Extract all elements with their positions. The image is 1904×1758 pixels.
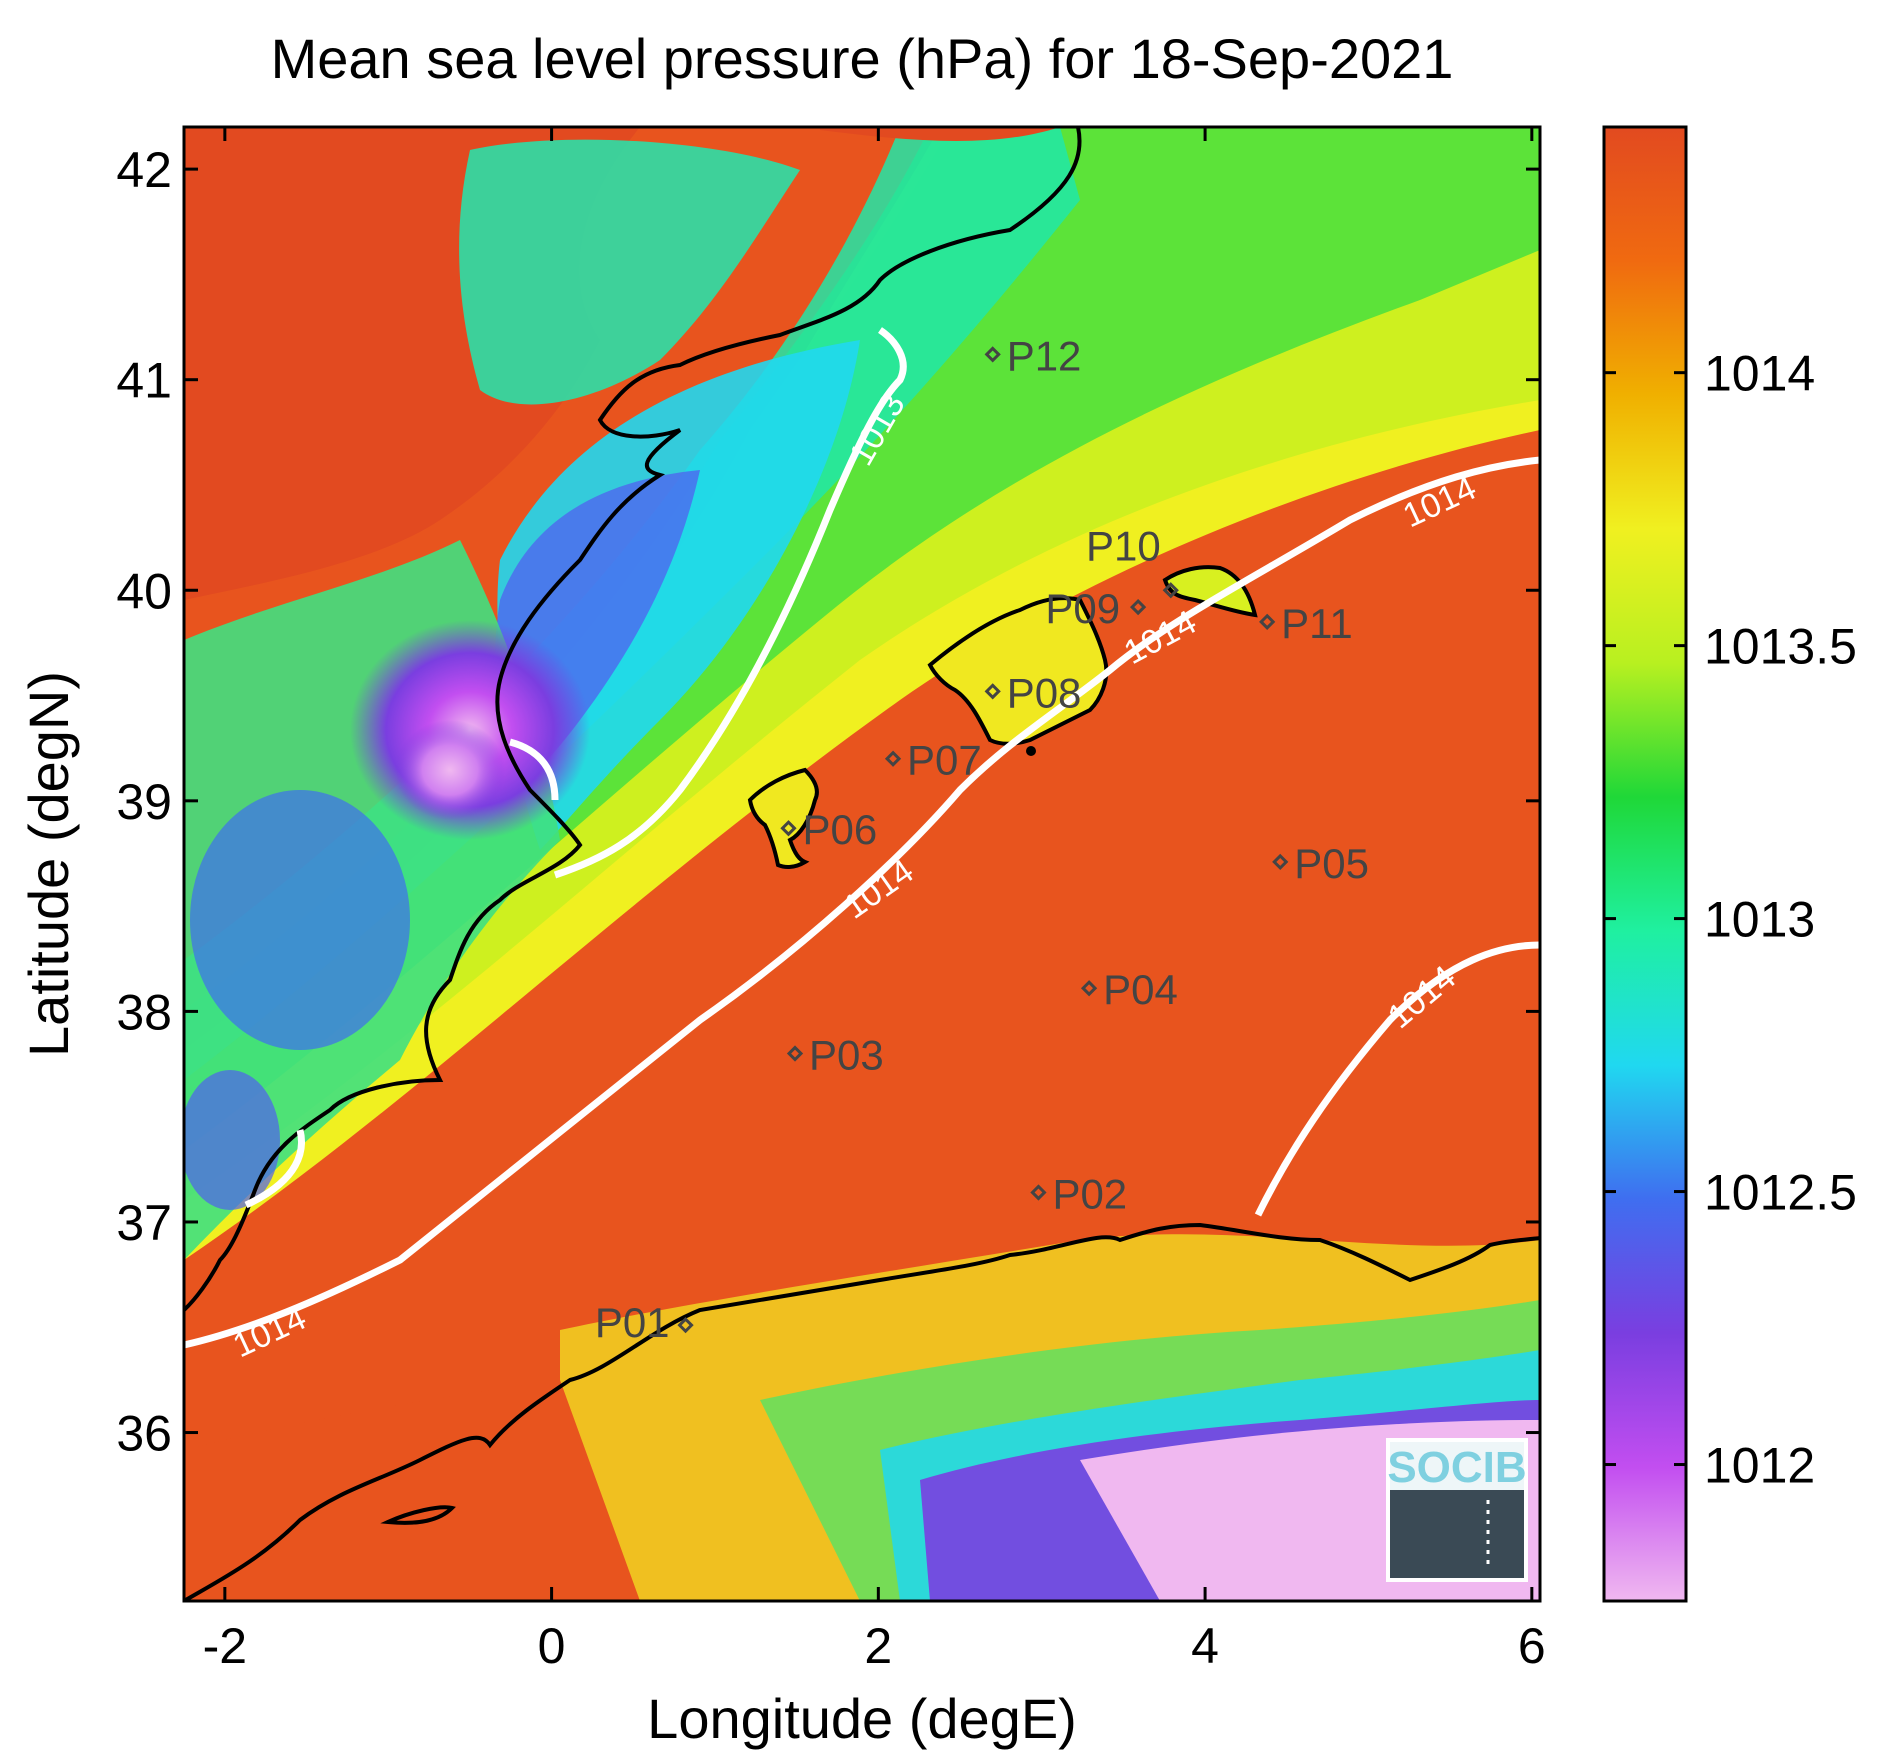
field-green-band xyxy=(184,127,1540,1150)
station-marker-p12 xyxy=(984,346,1001,363)
socib-logo-text: SOCIB xyxy=(1387,1443,1526,1492)
colorbar-tick-label: 1012 xyxy=(1704,1438,1815,1494)
africa-west-red xyxy=(184,1380,640,1601)
alboran-island-outline xyxy=(380,1505,456,1525)
station-marker-p05 xyxy=(1272,853,1289,871)
y-tick-label: 37 xyxy=(116,1195,172,1251)
station-label-p10: P10 xyxy=(1086,522,1161,569)
station-marker-p08 xyxy=(984,683,1001,700)
station-label-p12: P12 xyxy=(1007,332,1082,379)
contour-1013-main xyxy=(553,327,907,879)
station-label-p09: P09 xyxy=(1045,585,1120,632)
y-tick-label: 41 xyxy=(116,353,172,409)
station-label-p11: P11 xyxy=(1281,600,1353,647)
station-label-p05: P05 xyxy=(1294,840,1369,887)
plot-frame xyxy=(182,125,1542,1603)
station-label-p04: P04 xyxy=(1103,966,1178,1013)
station-marker-p06 xyxy=(780,820,797,837)
valencia-low-pink xyxy=(395,720,505,820)
station-marker-p09 xyxy=(1129,598,1147,616)
y-tick-label: 40 xyxy=(116,563,172,619)
station-marker-p11 xyxy=(1259,613,1276,630)
field-lime-band xyxy=(184,127,1540,1200)
colorbar-tick-label: 1013 xyxy=(1704,892,1815,948)
station-marker-p10 xyxy=(1162,582,1179,599)
contour-1013-south xyxy=(244,1129,305,1209)
contour-1014-southeast xyxy=(1254,941,1540,1217)
station-label-p03: P03 xyxy=(809,1032,884,1079)
station-label-p01: P01 xyxy=(595,1299,670,1346)
x-axis: -2 0 2 4 6 xyxy=(203,127,1546,1674)
station-points: P01 P02 P03 P04 P05 P06 P07 P08 P09 P10 P11 P12 xyxy=(595,332,1369,1346)
y-tick-label: 42 xyxy=(116,142,172,198)
colorbar-ticks: 1012 1012.5 1013 1013.5 1014 xyxy=(1604,346,1857,1494)
station-label-p07: P07 xyxy=(907,737,982,784)
contour-1013-west xyxy=(509,738,559,801)
x-tick-label: -2 xyxy=(203,1618,247,1674)
map-title: Mean sea level pressure (hPa) for 18-Sep… xyxy=(271,27,1454,90)
station-marker-p02 xyxy=(1030,1184,1047,1201)
iberia-blue-patch-south xyxy=(184,1070,280,1210)
y-tick-label: 39 xyxy=(116,774,172,830)
y-axis-label: Latitude (degN) xyxy=(17,671,80,1057)
ibiza-island xyxy=(747,767,819,869)
x-tick-label: 6 xyxy=(1518,1618,1546,1674)
cabrera-island xyxy=(1026,746,1036,756)
colorbar-tick-label: 1014 xyxy=(1704,346,1815,402)
y-tick-label: 36 xyxy=(116,1406,172,1462)
station-label-p02: P02 xyxy=(1052,1170,1127,1217)
colorbar xyxy=(1602,125,1688,1603)
x-tick-label: 0 xyxy=(538,1618,566,1674)
station-label-p06: P06 xyxy=(802,806,877,853)
iberia-blue-patch xyxy=(190,790,410,1050)
colorbar-tick-label: 1012.5 xyxy=(1704,1165,1857,1221)
socib-logo-header xyxy=(1390,1442,1524,1490)
x-tick-label: 4 xyxy=(1191,1618,1219,1674)
menorca-island xyxy=(1162,565,1258,618)
iberia-coastline xyxy=(184,127,1082,1312)
station-marker-p07 xyxy=(884,750,902,767)
contour-1014-main xyxy=(184,456,1540,1349)
station-marker-p04 xyxy=(1080,980,1098,997)
y-tick-label: 38 xyxy=(116,984,172,1040)
socib-logo: SOCIB xyxy=(1386,1438,1528,1582)
ebro-teal-land xyxy=(459,139,800,405)
plot-area: 1013 1014 1014 1014 1014 1014 P01P02P03P… xyxy=(184,127,1540,1601)
pyrenees-red xyxy=(820,127,1060,142)
station-marker-p03 xyxy=(786,1045,804,1062)
y-axis: 36 37 38 39 40 41 42 xyxy=(116,142,1540,1462)
x-axis-label: Longitude (degE) xyxy=(647,1687,1077,1750)
africa-coastline xyxy=(184,1222,1540,1601)
colorbar-tick-label: 1013.5 xyxy=(1704,619,1857,675)
station-label-p08: P08 xyxy=(1007,669,1082,716)
station-marker-p01 xyxy=(677,1317,694,1334)
x-tick-label: 2 xyxy=(864,1618,892,1674)
